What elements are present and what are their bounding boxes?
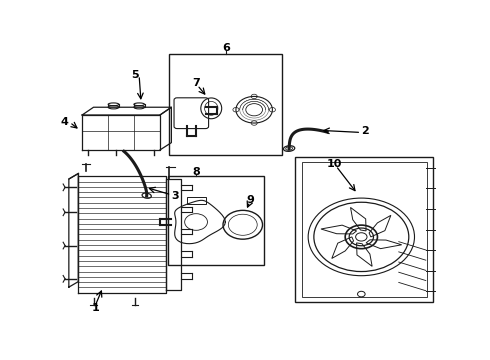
Text: 5: 5 [131,70,139,80]
Text: 6: 6 [222,43,230,53]
Text: 9: 9 [246,195,254,205]
Bar [295,157,434,302]
Text: 1: 1 [92,303,99,313]
Text: 8: 8 [192,167,200,177]
Bar [168,176,265,265]
Text: 7: 7 [192,78,200,89]
Text: 2: 2 [361,126,369,136]
Bar [170,54,281,156]
Text: 10: 10 [326,159,342,169]
Text: 4: 4 [60,117,68,127]
Bar [187,197,206,204]
Bar [302,162,427,297]
Text: 3: 3 [172,191,179,201]
